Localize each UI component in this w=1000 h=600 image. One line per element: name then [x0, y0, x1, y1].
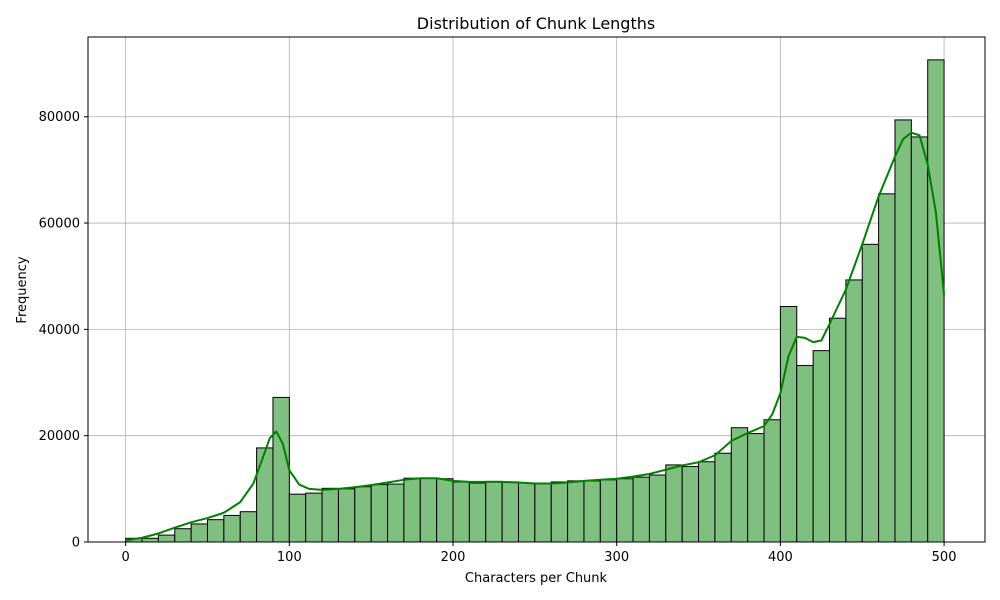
histogram-bar — [256, 447, 274, 543]
histogram-bar — [550, 481, 569, 543]
histogram-bar — [387, 483, 405, 543]
chart-title: Distribution of Chunk Lengths — [417, 14, 655, 33]
histogram-bar — [648, 474, 667, 543]
histogram-bar — [370, 484, 389, 543]
histogram-bar — [698, 461, 716, 543]
histogram-bar — [157, 534, 176, 543]
histogram-bar — [517, 482, 536, 543]
x-tick-label: 500 — [932, 550, 957, 565]
y-tick-label: 40000 — [39, 323, 80, 338]
histogram-bar — [861, 243, 880, 543]
histogram-bar — [927, 59, 945, 543]
histogram-bar — [321, 487, 339, 543]
histogram-bar — [403, 477, 421, 543]
histogram-bar — [910, 136, 929, 543]
histogram-bar — [485, 480, 503, 543]
x-tick-label: 0 — [122, 550, 130, 565]
x-tick-label: 300 — [604, 550, 629, 565]
histogram-bar — [501, 481, 519, 543]
x-axis-label: Characters per Chunk — [465, 571, 608, 586]
histogram-bar — [141, 537, 159, 543]
y-axis-label: Frequency — [15, 256, 30, 323]
y-tick-label: 0 — [72, 536, 80, 551]
histogram-bar — [337, 488, 356, 543]
histogram-bar — [812, 350, 830, 543]
histogram-bar — [436, 478, 454, 543]
x-tick-label: 100 — [277, 550, 302, 565]
histogram-bar — [190, 523, 208, 543]
histogram-bar — [681, 466, 700, 543]
histogram-bar — [419, 477, 438, 543]
histogram-bar — [272, 396, 290, 543]
histogram-bar — [468, 482, 487, 543]
x-tick-label: 200 — [441, 550, 466, 565]
histogram-bar — [452, 481, 470, 543]
histogram-bar — [845, 279, 863, 543]
bars-layer — [125, 59, 945, 543]
histogram-bar — [796, 365, 814, 543]
histogram-bar — [763, 419, 781, 543]
y-tick-label: 60000 — [39, 217, 80, 232]
histogram-bar — [616, 478, 634, 543]
histogram-bar — [354, 486, 372, 543]
histogram-bar — [567, 480, 585, 543]
histogram-bar — [894, 119, 912, 543]
histogram-bar — [599, 479, 618, 543]
histogram-bar — [730, 427, 749, 543]
y-tick-label: 20000 — [39, 429, 80, 444]
histogram-bar — [747, 433, 765, 543]
kde-curve — [125, 131, 946, 542]
histogram-bar — [174, 528, 192, 543]
ticks-layer: 0 100 200 300 400 500 0 20000 40000 60000 80000 — [39, 110, 957, 565]
kde-layer — [125, 131, 946, 542]
plot-frame — [87, 36, 986, 543]
y-tick-label: 80000 — [39, 110, 80, 125]
histogram-bar — [305, 492, 323, 543]
histogram-bar — [223, 514, 241, 543]
histogram-bar — [828, 317, 847, 543]
histogram-bar — [632, 476, 650, 543]
histogram-bar — [714, 452, 732, 543]
histogram-bar — [239, 511, 258, 543]
histogram-bar — [583, 480, 601, 543]
histogram-bar — [206, 519, 225, 543]
x-tick-label: 400 — [768, 550, 793, 565]
histogram-bar — [665, 464, 683, 543]
histogram-bar — [878, 193, 896, 543]
histogram-bar — [288, 493, 307, 543]
histogram-bar — [534, 483, 552, 543]
